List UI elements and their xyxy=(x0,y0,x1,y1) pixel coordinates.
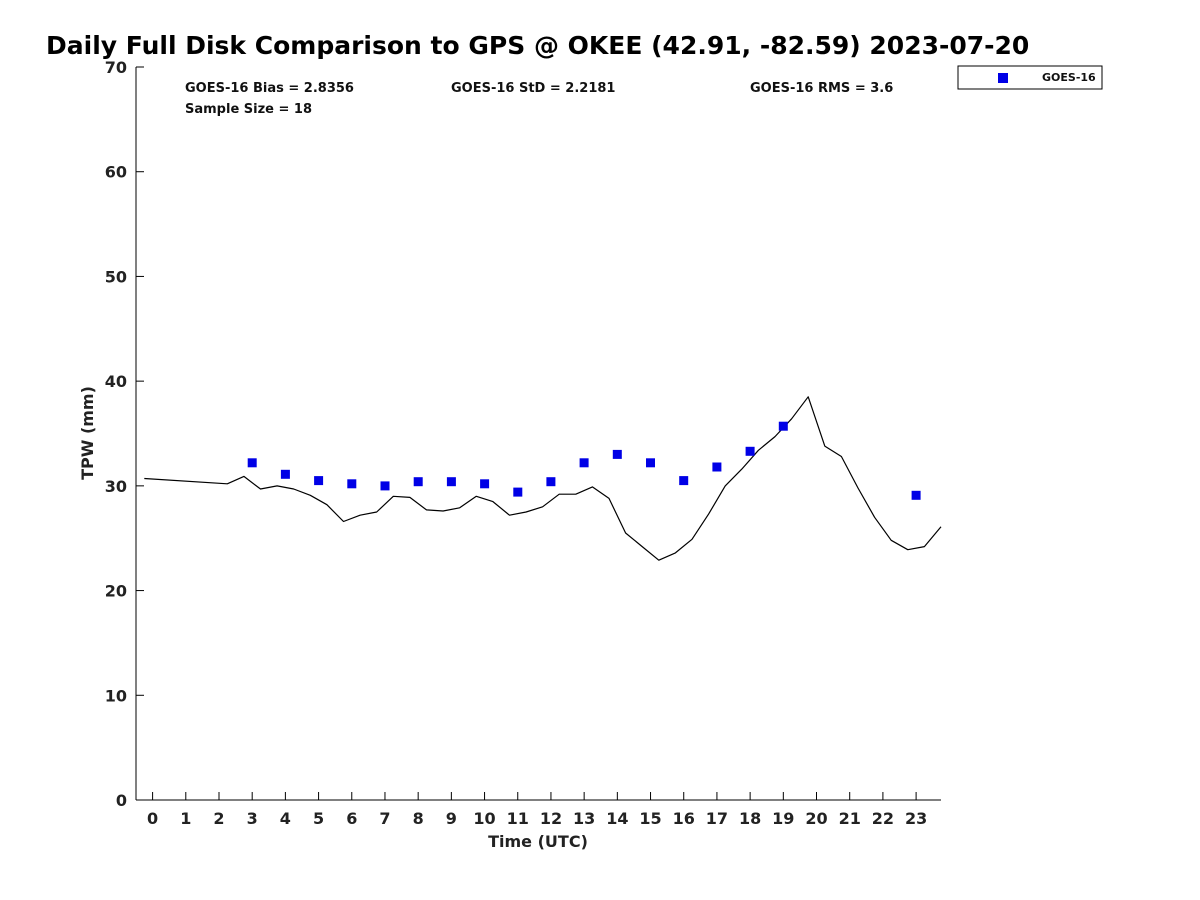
y-tick-label: 30 xyxy=(105,477,127,496)
sample-size-stat: Sample Size = 18 xyxy=(185,102,312,117)
rms-stat: GOES-16 RMS = 3.6 xyxy=(750,81,893,96)
goes16-point xyxy=(446,477,456,487)
goes16-point xyxy=(646,458,655,468)
x-tick-label: 3 xyxy=(247,809,258,828)
x-tick-label: 12 xyxy=(540,809,562,828)
legend-label-goes16: GOES-16 xyxy=(1042,71,1096,84)
x-tick-label: 13 xyxy=(573,809,595,828)
plot-area xyxy=(144,396,942,561)
x-tick-label: 23 xyxy=(905,809,927,828)
goes16-point xyxy=(712,462,722,472)
goes16-point xyxy=(911,490,921,500)
x-ticks: 0 1 2 3 4 5 6 7 8 9 10 11 12 13 14 15 16 17 18 19 20 21 22 23 xyxy=(147,792,927,828)
x-tick-label: 16 xyxy=(673,809,695,828)
y-tick-label: 20 xyxy=(105,582,127,601)
x-tick-label: 20 xyxy=(805,809,827,828)
goes16-point xyxy=(314,476,324,486)
gps-tpw-line xyxy=(144,396,942,561)
goes16-point xyxy=(347,479,357,489)
x-tick-label: 21 xyxy=(839,809,861,828)
y-tick-label: 10 xyxy=(105,686,127,705)
axes xyxy=(135,67,941,801)
goes16-point xyxy=(745,446,755,456)
legend: GOES-16 xyxy=(957,65,1103,90)
x-tick-label: 6 xyxy=(346,809,357,828)
x-tick-label: 8 xyxy=(413,809,424,828)
goes16-point xyxy=(778,421,788,431)
x-tick-label: 18 xyxy=(739,809,761,828)
goes16-point xyxy=(413,477,423,487)
y-tick-label: 0 xyxy=(116,791,127,810)
goes16-point xyxy=(546,477,556,487)
x-tick-label: 5 xyxy=(313,809,324,828)
x-axis-label: Time (UTC) xyxy=(488,832,588,851)
y-tick-label: 70 xyxy=(105,58,127,77)
y-tick-label: 60 xyxy=(105,163,127,182)
y-tick-label: 50 xyxy=(105,267,127,286)
std-stat: GOES-16 StD = 2.2181 xyxy=(451,81,615,96)
x-tick-label: 9 xyxy=(446,809,457,828)
goes16-point xyxy=(679,476,689,486)
bias-stat: GOES-16 Bias = 2.8356 xyxy=(185,81,354,96)
x-tick-label: 14 xyxy=(606,809,628,828)
goes16-point xyxy=(280,469,290,479)
chart-title: Daily Full Disk Comparison to GPS @ OKEE… xyxy=(46,31,1029,60)
x-tick-label: 19 xyxy=(772,809,794,828)
y-axis-label: TPW (mm) xyxy=(78,386,97,480)
x-tick-label: 10 xyxy=(473,809,495,828)
y-ticks: 0 10 20 30 40 50 60 70 xyxy=(105,58,144,810)
goes16-point xyxy=(380,481,390,491)
y-tick-label: 40 xyxy=(105,372,127,391)
goes16-point xyxy=(612,449,622,459)
goes16-point xyxy=(513,487,523,497)
x-tick-label: 1 xyxy=(180,809,191,828)
x-tick-label: 7 xyxy=(379,809,390,828)
x-tick-label: 22 xyxy=(872,809,894,828)
x-tick-label: 15 xyxy=(639,809,661,828)
legend-marker-goes16 xyxy=(998,73,1008,83)
x-tick-label: 2 xyxy=(213,809,224,828)
goes16-point xyxy=(579,458,589,468)
x-tick-label: 0 xyxy=(147,809,158,828)
x-tick-label: 17 xyxy=(706,809,728,828)
goes16-point xyxy=(247,458,257,468)
goes16-point xyxy=(480,479,490,489)
stats-annotations: GOES-16 Bias = 2.8356 GOES-16 StD = 2.21… xyxy=(185,81,893,117)
x-tick-label: 4 xyxy=(280,809,291,828)
legend-box xyxy=(957,65,1103,90)
x-tick-label: 11 xyxy=(507,809,529,828)
